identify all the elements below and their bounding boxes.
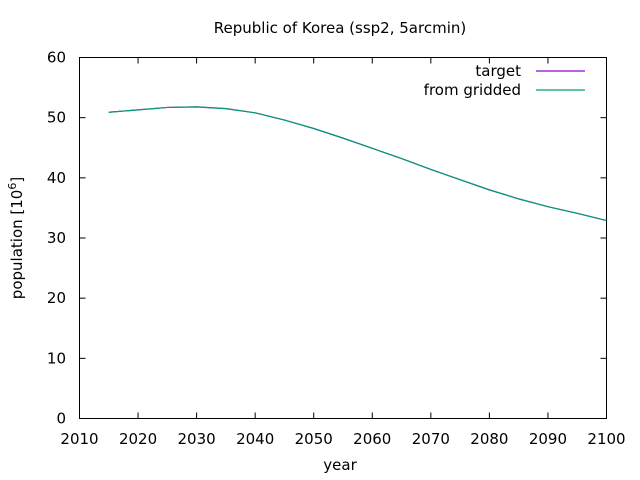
x-axis-label: year — [323, 456, 357, 474]
series-line-from-gridded — [108, 106, 607, 222]
x-tick-label: 2050 — [295, 430, 333, 448]
x-tick-label: 2100 — [587, 430, 625, 448]
x-axis: 2010 2020 2030 2040 2050 2060 2070 2080 2090 2100 — [60, 57, 626, 448]
y-tick-label: 10 — [47, 349, 66, 367]
y-axis-label: population [106] — [6, 177, 26, 299]
chart-title: Republic of Korea (ssp2, 5arcmin) — [214, 19, 466, 37]
legend-label-target: target — [475, 62, 521, 80]
y-axis-label-suffix: ] — [8, 177, 26, 183]
legend: target from gridded — [424, 62, 585, 99]
x-tick-label: 2090 — [529, 430, 567, 448]
y-axis: 0 10 20 30 40 50 60 — [47, 49, 607, 428]
plot-frame — [79, 57, 607, 419]
x-tick-label: 2080 — [470, 430, 508, 448]
y-tick-label: 50 — [47, 109, 66, 127]
legend-label-from-gridded: from gridded — [424, 81, 521, 99]
x-tick-label: 2010 — [60, 430, 98, 448]
x-tick-label: 2030 — [178, 430, 216, 448]
series-lines — [108, 106, 607, 222]
y-tick-label: 60 — [47, 49, 66, 67]
y-tick-label: 0 — [56, 410, 66, 428]
y-tick-label: 30 — [47, 229, 66, 247]
series-line-target — [108, 106, 607, 222]
x-tick-label: 2060 — [353, 430, 391, 448]
y-axis-label-exponent: 6 — [6, 183, 19, 190]
y-tick-label: 40 — [47, 169, 66, 187]
x-tick-label: 2040 — [236, 430, 274, 448]
x-tick-label: 2070 — [412, 430, 450, 448]
x-tick-label: 2020 — [119, 430, 157, 448]
y-axis-label-main: population [10 — [8, 190, 26, 300]
y-tick-label: 20 — [47, 289, 66, 307]
